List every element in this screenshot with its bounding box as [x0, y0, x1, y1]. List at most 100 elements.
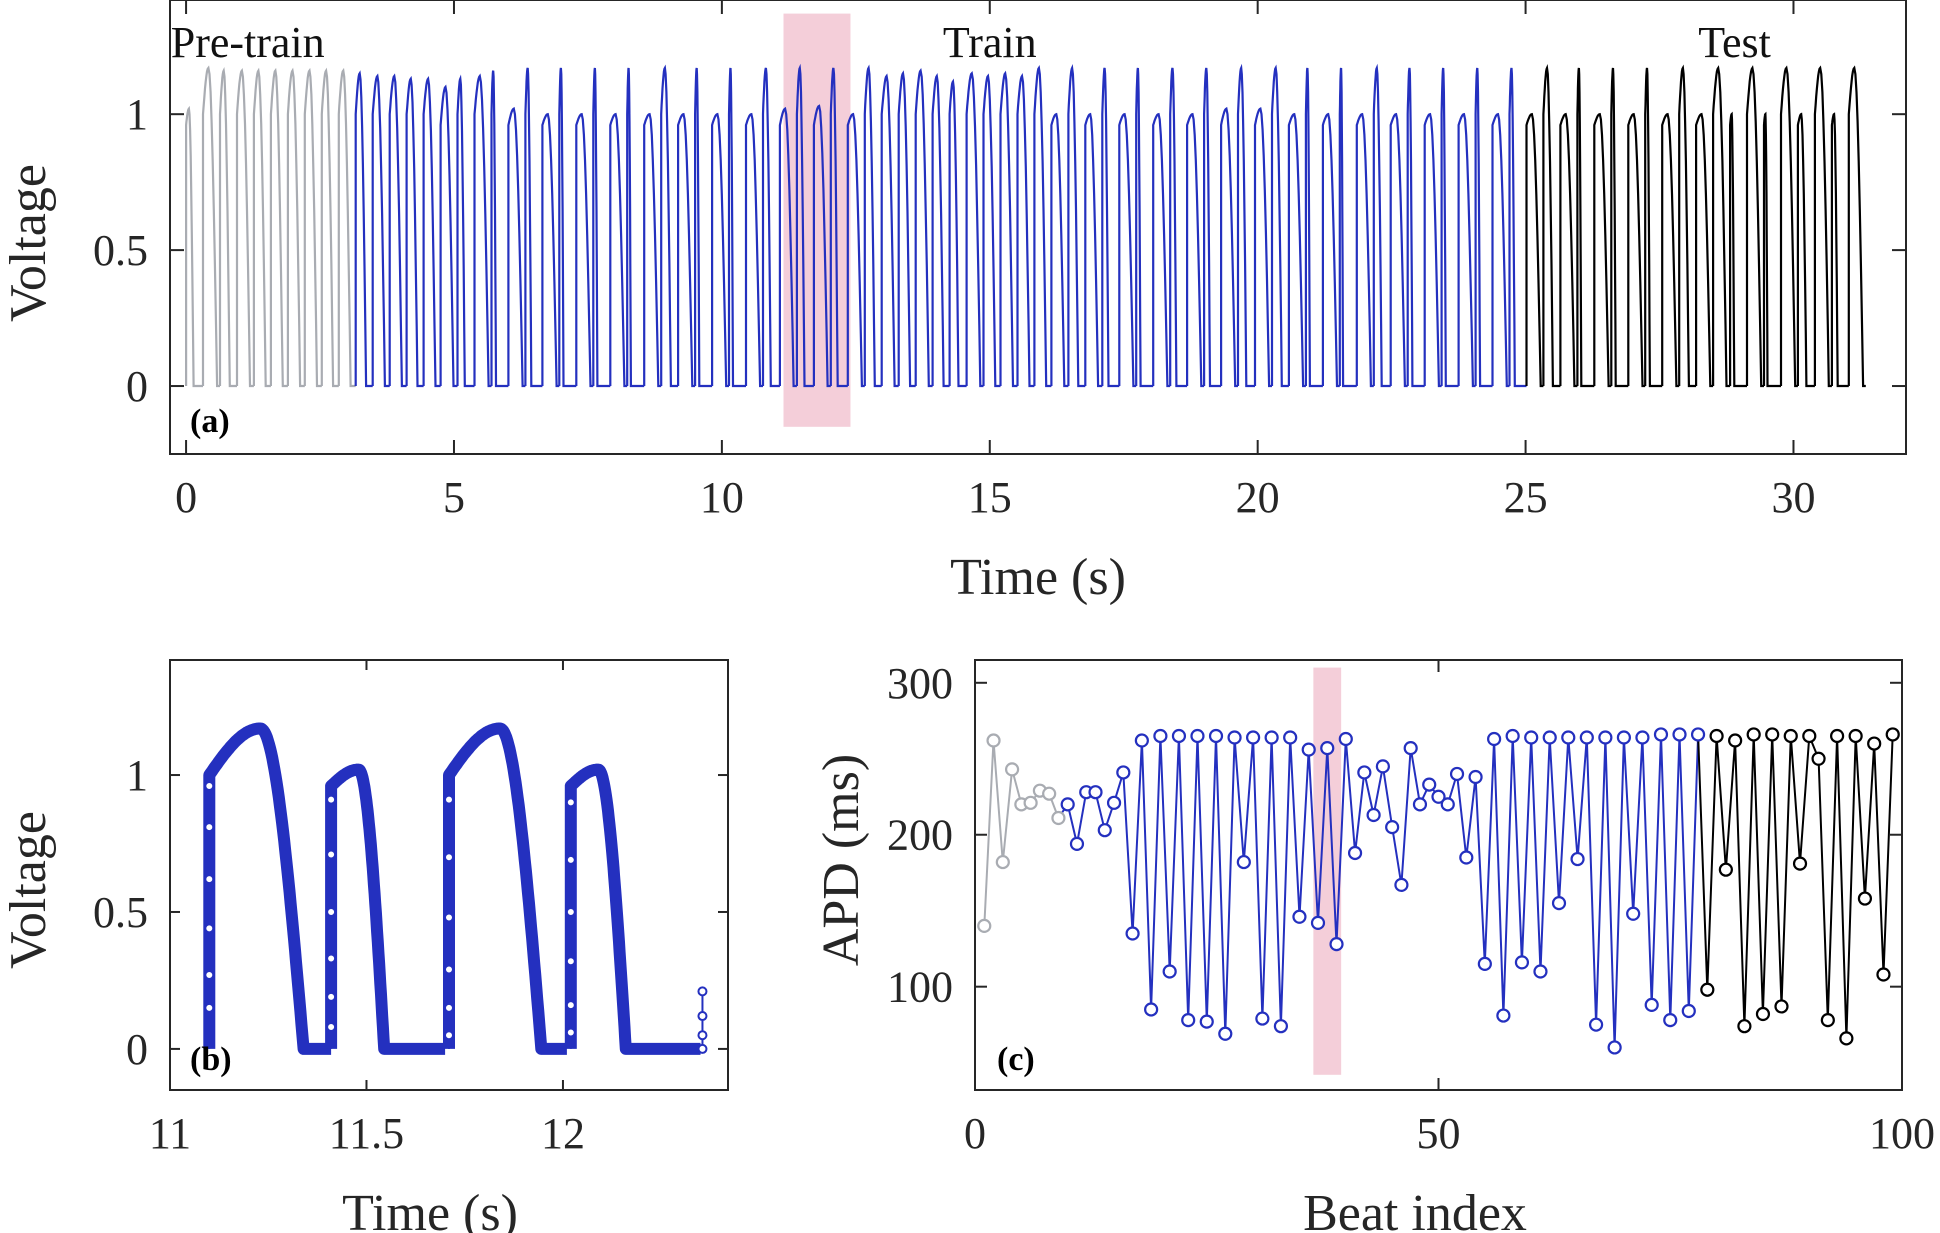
- x-tick-label: 20: [1236, 473, 1280, 522]
- upstroke-point: [204, 1002, 215, 1013]
- panel-a-label: (a): [190, 403, 230, 440]
- voltage-beat-train: [643, 112, 662, 388]
- apd-point: [1709, 728, 1724, 744]
- voltage-beat-test: [1813, 65, 1832, 388]
- panel-b-y-axis-label: Voltage: [0, 811, 57, 969]
- voltage-beat-train: [1457, 112, 1476, 388]
- apd-point: [1681, 1003, 1696, 1019]
- panel-b: 11 11.5 12 00.51 (b) Time (s) Voltage: [0, 659, 729, 1233]
- panel-a-x-axis-label: Time (s): [950, 549, 1126, 606]
- apd-point: [1570, 851, 1585, 867]
- voltage-beat-train: [490, 70, 509, 388]
- voltage-beat-train: [1270, 64, 1289, 388]
- apd-point: [1848, 728, 1863, 744]
- apd-point: [1579, 730, 1594, 745]
- voltage-beat-train: [1423, 112, 1442, 388]
- upstroke-point: [444, 964, 454, 975]
- panel-c-traces: [977, 727, 1900, 1055]
- apd-point: [1830, 728, 1845, 744]
- voltage-beat-pre: [337, 67, 356, 388]
- panel-a-x-ticks: 0 5 10 15 20 25 30: [175, 0, 1815, 522]
- voltage-beat-train: [1287, 112, 1306, 388]
- apd-point: [1153, 728, 1168, 744]
- voltage-beat-pre: [320, 67, 339, 388]
- voltage-beat-train: [660, 64, 679, 388]
- voltage-beat-train: [744, 112, 763, 388]
- apd-line-pre: [983, 740, 1060, 926]
- panel-b-x-axis-label: Time (s): [342, 1185, 518, 1233]
- voltage-beat-train: [1135, 67, 1154, 388]
- y-tick-label: 0.5: [93, 888, 148, 937]
- x-tick-label: 12: [541, 1109, 585, 1158]
- y-tick-label: 0: [126, 1025, 148, 1074]
- x-tick-label: 0: [964, 1109, 986, 1158]
- apd-point: [1190, 728, 1205, 744]
- apd-point: [1023, 795, 1038, 810]
- apd-point: [1653, 727, 1669, 742]
- voltage-beat-train: [626, 67, 645, 388]
- upstroke-point: [565, 797, 576, 808]
- apd-point: [1385, 820, 1400, 835]
- segment-label-train: Train: [943, 18, 1037, 67]
- apd-point: [986, 733, 1001, 748]
- apd-point: [1255, 1011, 1270, 1026]
- voltage-beat-train: [846, 112, 865, 388]
- tail-point: [697, 1043, 708, 1054]
- apd-point: [1477, 956, 1492, 971]
- apd-point: [1264, 730, 1279, 745]
- apd-point: [1783, 728, 1798, 744]
- upstroke-point: [565, 1000, 576, 1011]
- voltage-beat-train: [507, 106, 526, 388]
- voltage-beat-train: [541, 112, 560, 388]
- voltage-beat-train: [761, 67, 780, 388]
- voltage-beat-train: [456, 74, 475, 388]
- voltage-beat-train: [422, 75, 441, 388]
- apd-point: [1857, 891, 1873, 906]
- upstroke-point: [444, 1030, 454, 1041]
- panel-b-axes-box: [169, 659, 729, 1091]
- x-tick-label: 5: [443, 473, 465, 522]
- apd-point: [1867, 736, 1882, 751]
- x-tick-label: 50: [1417, 1109, 1461, 1158]
- apd-point: [1514, 955, 1530, 970]
- apd-point: [1329, 937, 1344, 952]
- voltage-beat-test: [1745, 65, 1764, 388]
- voltage-beat-train: [354, 70, 373, 388]
- apd-point: [1097, 823, 1112, 838]
- apd-point: [1245, 730, 1261, 745]
- apd-point: [1737, 1019, 1752, 1034]
- apd-point: [1422, 777, 1437, 792]
- voltage-beat-pre: [303, 67, 322, 388]
- voltage-beat-test: [1627, 112, 1646, 388]
- apd-point: [1524, 730, 1539, 745]
- apd-point: [1635, 730, 1650, 745]
- apd-point: [1283, 730, 1298, 745]
- apd-point: [1551, 896, 1567, 911]
- apd-point: [1060, 797, 1075, 812]
- voltage-beat-train: [982, 73, 1001, 388]
- upstroke-point: [326, 953, 337, 964]
- voltage-beat-test: [1847, 65, 1866, 388]
- tail-point: [697, 1011, 708, 1022]
- voltage-beat-train: [1220, 106, 1238, 388]
- panel-c-label: (c): [997, 1041, 1035, 1078]
- apd-point: [1792, 856, 1808, 871]
- voltage-beat-train: [1355, 112, 1374, 388]
- apd-point: [1598, 730, 1613, 745]
- apd-point: [1811, 751, 1826, 766]
- voltage-beat-train: [1033, 65, 1052, 388]
- apd-point: [1042, 786, 1057, 801]
- apd-point: [1459, 850, 1474, 865]
- voltage-beat-train: [914, 68, 933, 388]
- upstroke-point: [565, 1027, 576, 1038]
- voltage-beat-train: [863, 64, 882, 388]
- x-tick-label: 0: [175, 473, 197, 522]
- upstroke-point: [204, 822, 215, 833]
- apd-point: [1839, 1031, 1854, 1046]
- upstroke-point: [444, 912, 454, 923]
- voltage-beat-test: [1661, 112, 1680, 388]
- apd-point: [1690, 727, 1706, 742]
- voltage-beat-train: [880, 73, 899, 388]
- voltage-beat-train: [795, 63, 814, 388]
